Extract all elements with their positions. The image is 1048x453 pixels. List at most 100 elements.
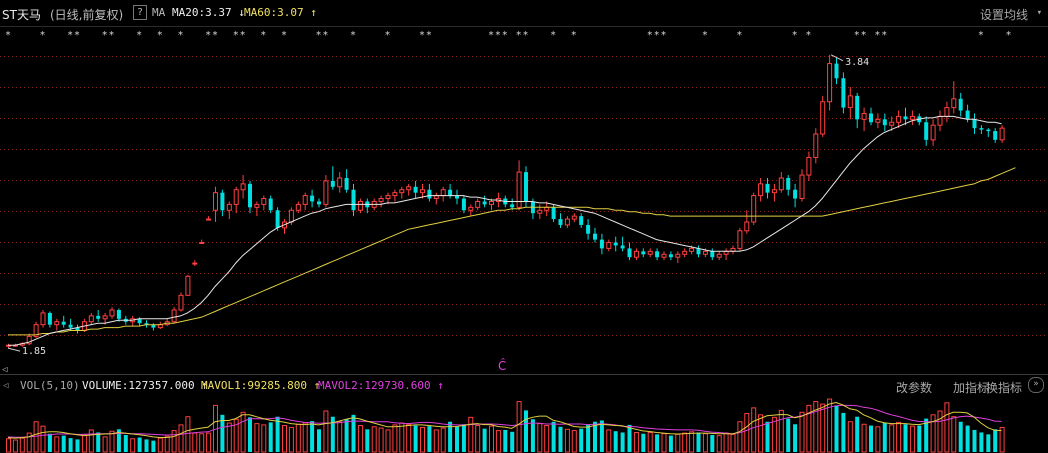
candle-body[interactable] bbox=[834, 63, 839, 79]
candle-body[interactable] bbox=[344, 178, 349, 190]
candle-body[interactable] bbox=[385, 195, 391, 200]
candle-body[interactable] bbox=[392, 192, 398, 197]
event-marker-icon[interactable]: * bbox=[571, 30, 577, 41]
event-marker-icon[interactable]: * bbox=[426, 30, 432, 41]
candle-body[interactable] bbox=[744, 221, 750, 232]
event-marker-icon[interactable]: * bbox=[157, 30, 163, 41]
candle-body[interactable] bbox=[537, 209, 543, 214]
candle-body[interactable] bbox=[841, 78, 846, 108]
event-marker-icon[interactable]: * bbox=[661, 30, 667, 41]
candle-body[interactable] bbox=[75, 327, 80, 331]
candle-body[interactable] bbox=[406, 186, 412, 191]
candle-body[interactable] bbox=[993, 131, 998, 140]
candle-body[interactable] bbox=[40, 312, 46, 326]
candle-body[interactable] bbox=[716, 253, 722, 258]
add-indicator-button[interactable]: 加指标 bbox=[952, 381, 989, 395]
candle-body[interactable] bbox=[869, 113, 873, 123]
candle-body[interactable] bbox=[116, 310, 121, 319]
event-marker-icon[interactable]: * bbox=[350, 30, 356, 41]
event-marker-icon[interactable]: * bbox=[792, 30, 798, 41]
candle-body[interactable] bbox=[47, 312, 52, 325]
candle-body[interactable] bbox=[903, 116, 908, 120]
candle-body[interactable] bbox=[233, 189, 239, 205]
event-marker-icon[interactable]: * bbox=[488, 30, 494, 41]
candle-body[interactable] bbox=[413, 186, 418, 193]
candle-body[interactable] bbox=[889, 121, 895, 126]
candle-body[interactable] bbox=[937, 115, 943, 126]
candle-body[interactable] bbox=[61, 321, 66, 325]
event-marker-icon[interactable]: * bbox=[212, 30, 218, 41]
candle-body[interactable] bbox=[268, 198, 273, 211]
volume-chart[interactable] bbox=[0, 394, 1048, 453]
candle-body[interactable] bbox=[96, 315, 101, 319]
candle-body[interactable] bbox=[564, 218, 570, 226]
candle-body[interactable] bbox=[475, 200, 481, 208]
event-marker-icon[interactable]: * bbox=[178, 30, 184, 41]
candle-body[interactable] bbox=[613, 242, 618, 246]
candle-body[interactable] bbox=[248, 183, 252, 208]
candle-body[interactable] bbox=[827, 63, 833, 103]
candle-body[interactable] bbox=[909, 115, 915, 120]
period-mode[interactable]: (日线,前复权) bbox=[50, 8, 124, 22]
candle-body[interactable] bbox=[930, 124, 936, 141]
candle-body[interactable] bbox=[896, 115, 902, 123]
candle-body[interactable] bbox=[751, 195, 757, 223]
candle-body[interactable] bbox=[310, 195, 315, 202]
event-marker-icon[interactable]: * bbox=[647, 30, 653, 41]
event-marker-icon[interactable]: * bbox=[136, 30, 142, 41]
candle-body[interactable] bbox=[226, 203, 232, 211]
event-marker-icon[interactable]: * bbox=[736, 30, 742, 41]
event-marker-icon[interactable]: * bbox=[978, 30, 984, 41]
candle-body[interactable] bbox=[448, 189, 453, 196]
event-marker-icon[interactable]: * bbox=[654, 30, 660, 41]
candle-body[interactable] bbox=[213, 192, 218, 211]
candle-body[interactable] bbox=[847, 95, 853, 109]
candle-body[interactable] bbox=[882, 119, 887, 126]
candle-body[interactable] bbox=[606, 242, 612, 249]
candle-body[interactable] bbox=[178, 294, 184, 311]
candle-body[interactable] bbox=[627, 248, 632, 258]
event-marker-icon[interactable]: * bbox=[316, 30, 322, 41]
candle-body[interactable] bbox=[302, 195, 308, 205]
candle-body[interactable] bbox=[206, 218, 212, 221]
candle-body[interactable] bbox=[254, 203, 260, 208]
candle-body[interactable] bbox=[482, 201, 487, 205]
candle-body[interactable] bbox=[109, 309, 115, 317]
event-marker-icon[interactable]: * bbox=[102, 30, 108, 41]
event-marker-icon[interactable]: * bbox=[523, 30, 529, 41]
candle-body[interactable] bbox=[455, 195, 459, 199]
candle-body[interactable] bbox=[337, 177, 343, 188]
event-marker-icon[interactable]: * bbox=[74, 30, 80, 41]
event-marker-icon[interactable]: * bbox=[40, 30, 46, 41]
candle-body[interactable] bbox=[855, 95, 860, 120]
candle-body[interactable] bbox=[599, 239, 604, 249]
candle-body[interactable] bbox=[220, 192, 225, 211]
candlestick-chart[interactable]: * * * * * * * * * * * * * * * * * * * * * * * * * * * * * * * * * * * * * * * *… bbox=[0, 26, 1048, 374]
event-marker-icon[interactable]: * bbox=[419, 30, 425, 41]
candle-body[interactable] bbox=[330, 180, 335, 187]
event-marker-icon[interactable]: * bbox=[495, 30, 501, 41]
candle-body[interactable] bbox=[820, 101, 826, 135]
candle-body[interactable] bbox=[593, 233, 597, 240]
candle-body[interactable] bbox=[137, 318, 142, 324]
candle-body[interactable] bbox=[633, 250, 639, 258]
candle-body[interactable] bbox=[944, 107, 950, 117]
candle-body[interactable] bbox=[510, 204, 515, 208]
more-icon[interactable]: » bbox=[1028, 377, 1044, 393]
candle-body[interactable] bbox=[702, 250, 708, 255]
candle-body[interactable] bbox=[986, 129, 991, 132]
candle-body[interactable] bbox=[675, 253, 681, 258]
candle-body[interactable] bbox=[440, 189, 446, 197]
candle-body[interactable] bbox=[171, 309, 177, 323]
candle-body[interactable] bbox=[655, 251, 660, 258]
candle-body[interactable] bbox=[144, 323, 149, 325]
candle-body[interactable] bbox=[558, 219, 563, 225]
candle-body[interactable] bbox=[461, 198, 466, 211]
candle-body[interactable] bbox=[641, 251, 646, 255]
candle-body[interactable] bbox=[357, 200, 363, 211]
candle-body[interactable] bbox=[958, 98, 963, 111]
event-marker-icon[interactable]: * bbox=[502, 30, 508, 41]
candle-body[interactable] bbox=[799, 174, 805, 200]
candle-body[interactable] bbox=[710, 251, 715, 258]
candle-body[interactable] bbox=[427, 189, 432, 199]
